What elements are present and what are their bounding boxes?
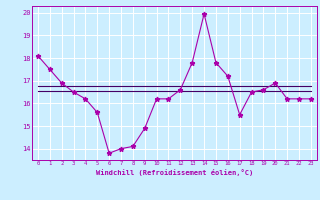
X-axis label: Windchill (Refroidissement éolien,°C): Windchill (Refroidissement éolien,°C) xyxy=(96,169,253,176)
